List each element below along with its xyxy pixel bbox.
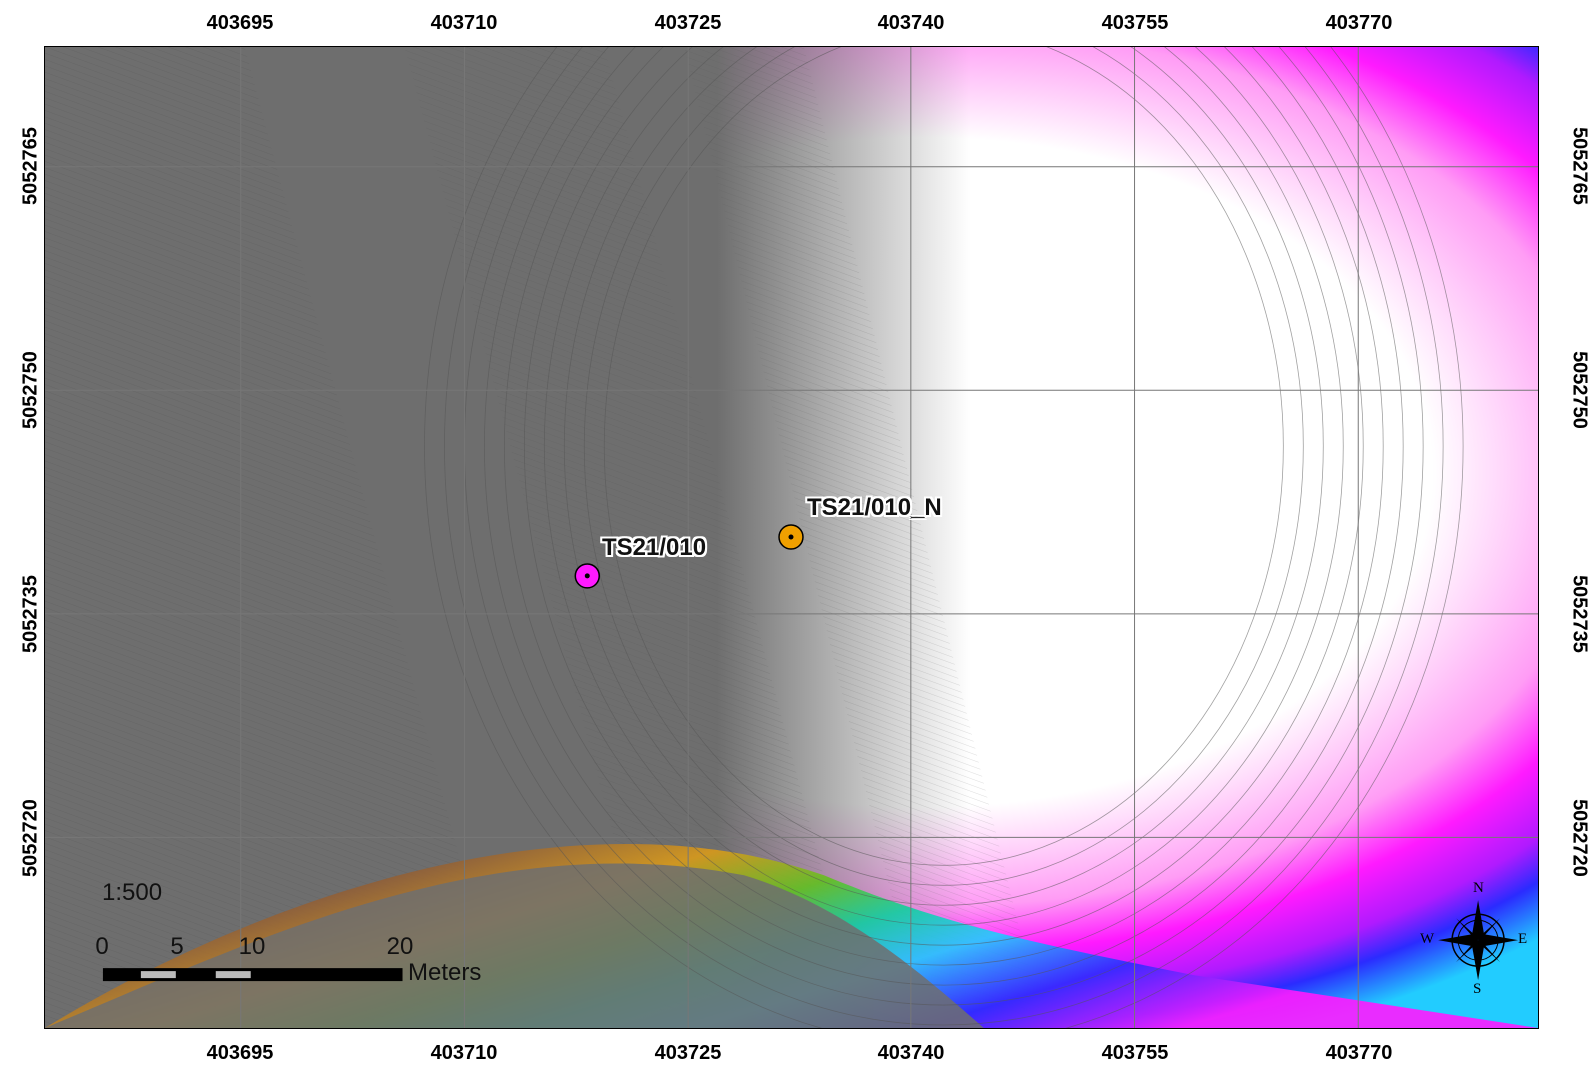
compass-west-label: W — [1420, 931, 1435, 947]
map-scale-ratio: 1:500 — [102, 879, 163, 906]
easting-tick-top-5: 403755 — [1101, 12, 1169, 34]
compass-icon — [1438, 900, 1519, 981]
northing-tick-left-4: 5052720 — [19, 799, 42, 877]
scale-bar-tick-5: 5 — [170, 933, 184, 960]
scale-bar-outline — [102, 968, 403, 982]
scale-bar-tick-20: 20 — [386, 933, 414, 960]
contour-strip-2 — [404, 47, 864, 1028]
easting-tick-top-1: 403695 — [206, 12, 274, 34]
easting-tick-top-4: 403740 — [877, 12, 945, 34]
easting-tick-bottom-6: 403770 — [1325, 1042, 1393, 1064]
scale-bar-tick-0: 0 — [95, 933, 109, 960]
easting-tick-top-6: 403770 — [1325, 12, 1393, 34]
contour-strip-3 — [684, 47, 1044, 1028]
compass-south-label: S — [1473, 981, 1482, 997]
easting-tick-bottom-4: 403740 — [877, 1042, 945, 1064]
easting-tick-bottom-3: 403725 — [654, 1042, 722, 1064]
point-label-ts21-010: TS21/010 — [602, 534, 707, 561]
easting-tick-top-3: 403725 — [654, 12, 722, 34]
compass-east-label: E — [1518, 931, 1528, 947]
point-ts21-010 — [574, 563, 601, 589]
point-ts21-010-n — [778, 524, 804, 550]
easting-tick-bottom-5: 403755 — [1101, 1042, 1169, 1064]
northing-tick-left-3: 5052735 — [19, 575, 42, 653]
easting-tick-bottom-2: 403710 — [430, 1042, 498, 1064]
scale-bar-tick-10: 10 — [238, 933, 266, 960]
contour-strip-1 — [45, 47, 505, 1028]
scale-bar-segment — [140, 971, 176, 979]
scale-bar-unit: Meters — [408, 959, 482, 986]
point-center-dot — [584, 573, 590, 579]
northing-tick-right-3: 5052735 — [1568, 575, 1589, 653]
easting-tick-bottom-1: 403695 — [206, 1042, 274, 1064]
easting-tick-top-2: 403710 — [430, 12, 498, 34]
bathymetry-map — [45, 47, 1538, 1028]
contour-rings — [424, 47, 1464, 1028]
compass-north-label: N — [1473, 880, 1484, 896]
scale-bar — [102, 968, 403, 982]
northing-tick-left-2: 5052750 — [19, 351, 42, 429]
scale-bar-segment — [215, 971, 251, 979]
point-center-dot — [788, 534, 794, 540]
point-label-ts21-010-n: TS21/010_N — [807, 494, 942, 521]
northing-tick-right-4: 5052720 — [1568, 799, 1589, 877]
bottom-gray-overlay — [45, 863, 984, 1028]
northing-tick-right-1: 5052765 — [1568, 127, 1589, 205]
map-grid — [45, 47, 1538, 1028]
northing-tick-right-2: 5052750 — [1568, 351, 1589, 429]
northing-tick-left-1: 5052765 — [19, 127, 42, 205]
map-frame[interactable] — [44, 46, 1539, 1029]
